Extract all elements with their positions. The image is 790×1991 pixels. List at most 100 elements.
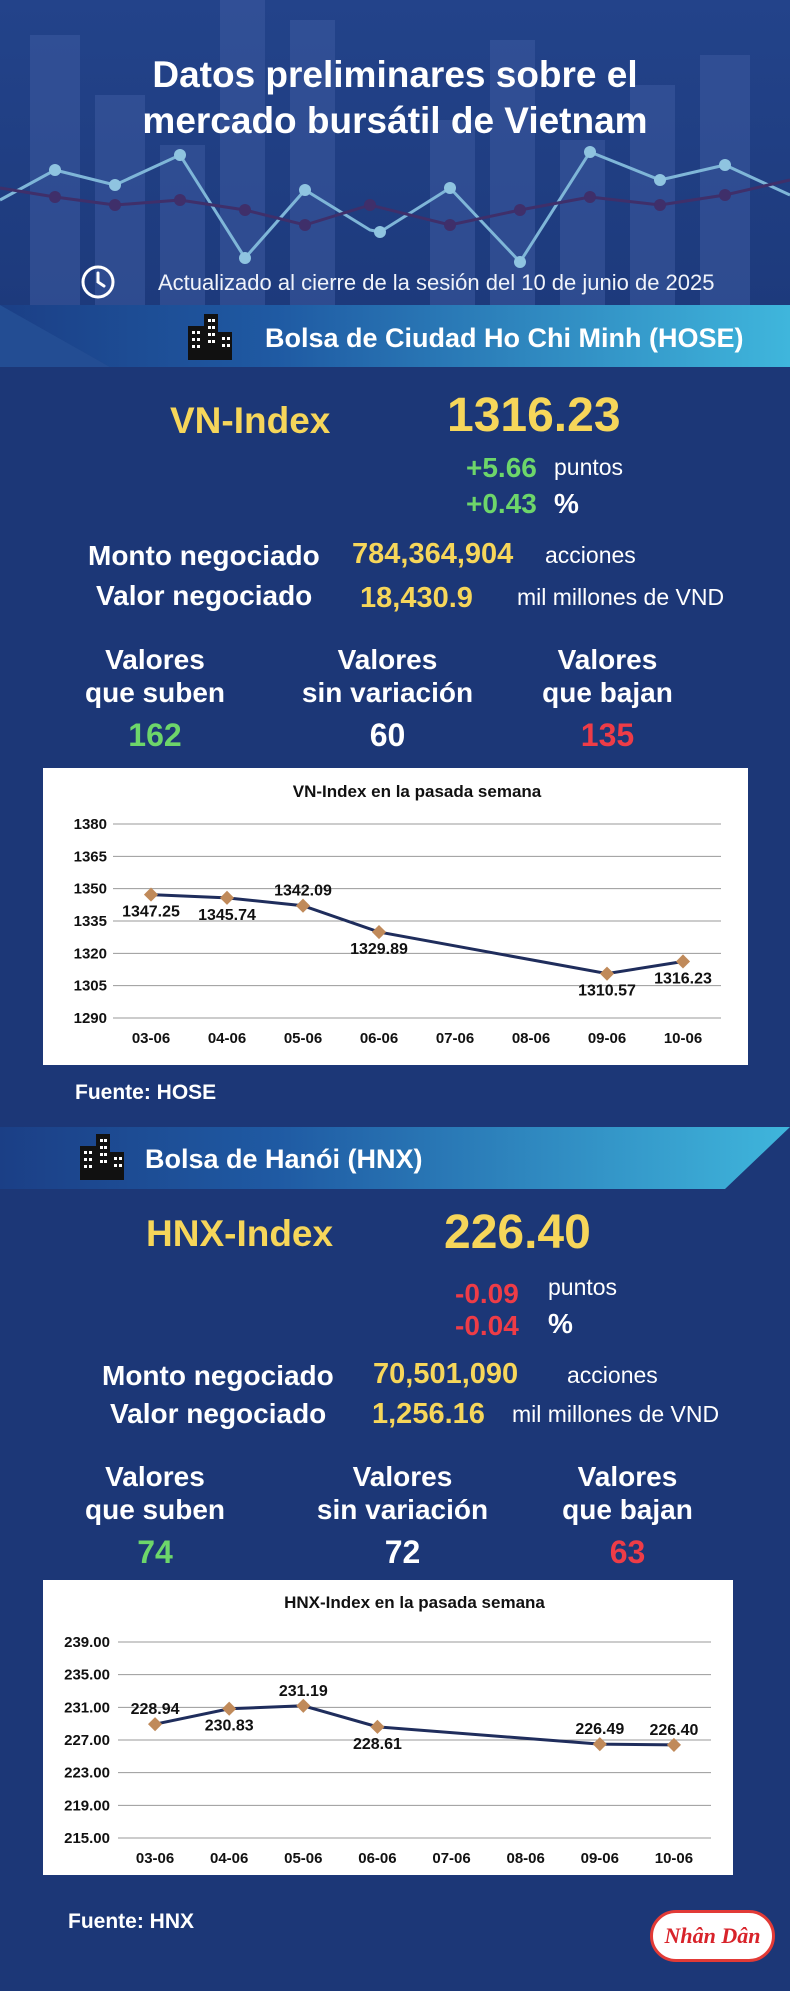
vnindex-y-tick-label: 1320 <box>74 945 107 962</box>
hose-up-label-2: que suben <box>84 677 225 708</box>
hose-stat-down: Valores que bajan 135 <box>515 643 700 754</box>
hnx-flat-label-1: Valores <box>352 1461 453 1492</box>
hnxindex-chart-box: HNX-Index en la pasada semana 215.00 219.0… <box>43 1580 733 1875</box>
hnxindex-x-tick-label: 05-06 <box>284 1850 322 1867</box>
vnindex-x-tick-label: 08-06 <box>512 1030 550 1047</box>
hnxindex-chart-title: HNX-Index en la pasada semana <box>284 1593 545 1612</box>
hnx-volume-unit: acciones <box>567 1362 658 1388</box>
hnx-volume-value: 70,501,090 <box>373 1358 519 1390</box>
vnindex-data-point <box>599 966 615 981</box>
hnxindex-data-label: 226.40 <box>649 1722 698 1739</box>
building-icon <box>188 314 232 360</box>
hose-stat-up: Valores que suben 162 <box>60 643 250 754</box>
vnindex-data-label: 1316.23 <box>654 970 712 987</box>
hose-volume-unit: acciones <box>545 542 636 568</box>
hnxindex-data-label: 230.83 <box>205 1718 254 1735</box>
hnxindex-series-line <box>154 1704 674 1747</box>
hose-value-label: Valor negociado <box>96 580 313 611</box>
hose-change-pct: +0.43 <box>466 488 537 519</box>
hnx-value-label: Valor negociado <box>110 1398 327 1429</box>
hnx-index-value: 226.40 <box>444 1206 591 1259</box>
vnindex-x-tick-label: 07-06 <box>436 1030 474 1047</box>
hnxindex-y-tick-label: 239.00 <box>64 1634 110 1651</box>
vnindex-data-label: 1329.89 <box>350 941 408 958</box>
hose-value-value: 18,430.9 <box>360 582 473 614</box>
decorative-background-icon <box>0 0 790 310</box>
title-line-1: Datos preliminares sobre el <box>152 54 638 95</box>
hnxindex-data-label: 231.19 <box>279 1683 328 1700</box>
hnx-pct-label: % <box>548 1308 573 1339</box>
vnindex-y-tick-label: 1290 <box>74 1010 107 1027</box>
hnxindex-x-tick-label: 03-06 <box>136 1850 174 1867</box>
hnx-up-label-2: que suben <box>84 1494 225 1525</box>
vnindex-data-point <box>219 890 235 905</box>
hnxindex-data-point <box>296 1698 311 1713</box>
vnindex-x-tick-label: 05-06 <box>284 1030 322 1047</box>
hose-up-label-1: Valores <box>105 644 205 675</box>
hnxindex-data-point <box>147 1717 163 1732</box>
vnindex-x-tick-label: 10-06 <box>664 1030 702 1047</box>
hnxindex-y-tick-label: 235.00 <box>64 1667 110 1684</box>
vnindex-x-tick-label: 09-06 <box>588 1030 626 1047</box>
hnx-change-points: -0.09 <box>455 1278 519 1309</box>
vnindex-x-tick-label: 04-06 <box>208 1030 246 1047</box>
hnxindex-y-tick-label: 223.00 <box>64 1765 110 1782</box>
vnindex-data-label: 1345.74 <box>198 907 256 924</box>
hnx-up-label-1: Valores <box>105 1461 205 1492</box>
title-line-2: mercado bursátil de Vietnam <box>142 100 648 141</box>
vnindex-y-tick-label: 1380 <box>74 816 107 833</box>
hnxindex-x-tick-label: 08-06 <box>507 1850 545 1867</box>
hnxindex-data-point <box>370 1719 385 1734</box>
hnxindex-data-point <box>222 1701 237 1716</box>
vnindex-data-point <box>675 954 691 969</box>
hnx-flat-value: 72 <box>384 1534 421 1570</box>
hose-pct-label: % <box>554 488 579 519</box>
vnindex-data-label: 1310.57 <box>578 983 636 1000</box>
vnindex-y-tick-label: 1305 <box>74 978 107 995</box>
hnxindex-x-tick-label: 09-06 <box>581 1850 619 1867</box>
hose-down-value: 135 <box>580 717 635 753</box>
hnx-stat-up: Valores que suben 74 <box>60 1460 250 1571</box>
hose-down-label-2: que bajan <box>542 677 673 708</box>
vnindex-y-tick-label: 1350 <box>74 881 107 898</box>
hnxindex-chart: HNX-Index en la pasada semana 215.00 219.0… <box>64 1593 711 1867</box>
hose-source: Fuente: HOSE <box>75 1081 217 1104</box>
hnx-change-pct: -0.04 <box>455 1310 519 1341</box>
hnx-value-unit: mil millones de VND <box>512 1401 720 1427</box>
vnindex-data-point <box>295 898 311 913</box>
hnxindex-x-tick-label: 07-06 <box>432 1850 470 1867</box>
hose-value-unit: mil millones de VND <box>517 584 725 610</box>
hnx-volume-label: Monto negociado <box>102 1360 334 1391</box>
hose-flat-label-2: sin variación <box>301 677 474 708</box>
hnxindex-x-tick-label: 10-06 <box>655 1850 693 1867</box>
hnx-source: Fuente: HNX <box>68 1910 194 1933</box>
hnxindex-data-label: 228.94 <box>131 1701 180 1718</box>
clock-icon <box>81 265 115 299</box>
hnx-up-value: 74 <box>137 1534 173 1570</box>
hnx-down-value: 63 <box>609 1534 646 1570</box>
page-title: Datos preliminares sobre el mercado burs… <box>0 52 790 144</box>
hnxindex-data-point <box>592 1737 607 1752</box>
nhandan-logo: Nhân Dân <box>650 1910 775 1962</box>
hose-exchange-name: Bolsa de Ciudad Ho Chi Minh (HOSE) <box>265 323 744 353</box>
hnxindex-data-point <box>666 1737 682 1752</box>
hose-index-value: 1316.23 <box>447 389 621 442</box>
hnxindex-data-label: 226.49 <box>575 1721 624 1738</box>
vnindex-chart-box: VN-Index en la pasada semana 1290 1305 1320… <box>43 768 748 1065</box>
hnx-banner <box>0 1127 790 1189</box>
hose-flat-label-1: Valores <box>337 644 438 675</box>
hose-stat-flat: Valores sin variación 60 <box>285 643 490 754</box>
vnindex-x-tick-label: 06-06 <box>360 1030 398 1047</box>
hose-index-name: VN-Index <box>170 400 331 441</box>
hose-volume-value: 784,364,904 <box>352 538 514 570</box>
hose-points-label: puntos <box>554 454 624 480</box>
hnxindex-x-tick-label: 06-06 <box>358 1850 396 1867</box>
vnindex-data-point <box>143 887 159 902</box>
hose-volume-label: Monto negociado <box>88 540 320 571</box>
hnxindex-y-tick-label: 231.00 <box>64 1699 110 1716</box>
vnindex-data-point <box>371 924 387 940</box>
hnx-points-label: puntos <box>548 1274 618 1300</box>
hnx-index-name: HNX-Index <box>146 1213 334 1254</box>
building-icon <box>80 1134 124 1180</box>
hnx-stat-down: Valores que bajan 63 <box>535 1460 720 1571</box>
